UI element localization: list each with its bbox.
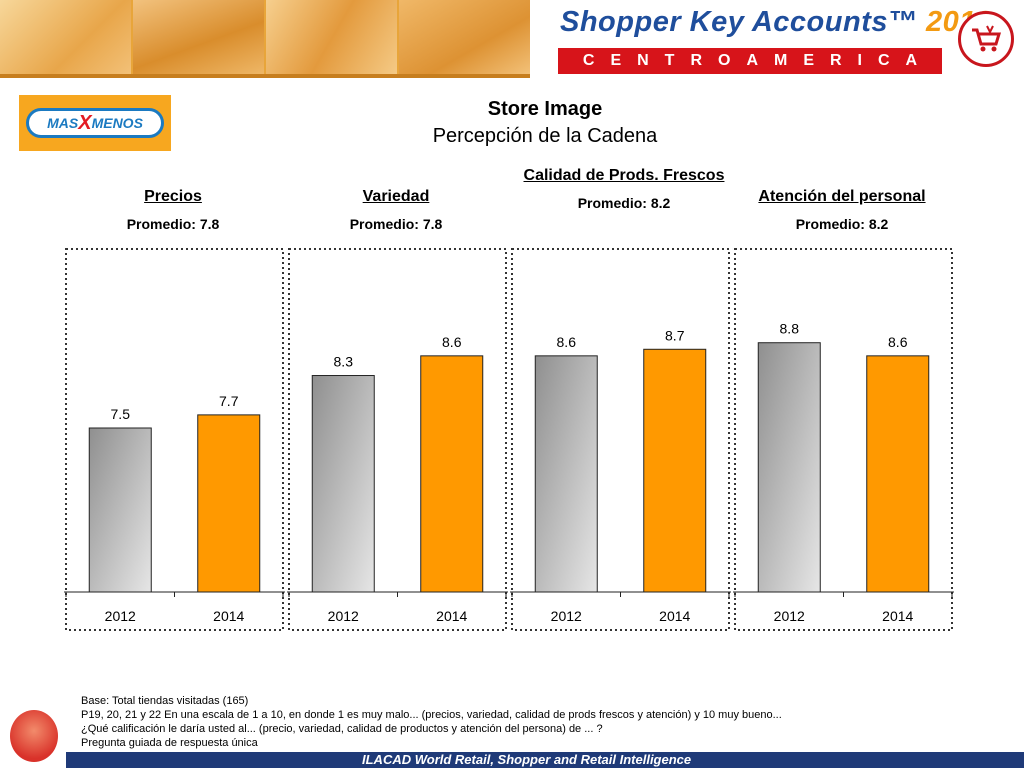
- bar-2012: [311, 375, 375, 593]
- bar-2012: [757, 342, 821, 593]
- bar-2012: [534, 355, 598, 593]
- brand-name: Shopper Key Accounts: [560, 6, 888, 38]
- shopping-cart-icon: [958, 11, 1014, 67]
- data-label: 8.6: [557, 334, 577, 350]
- x-tick-label: 2014: [659, 608, 690, 624]
- panel-heading-precios: Precios Promedio: 7.8: [61, 186, 285, 232]
- data-label: 8.7: [665, 327, 685, 343]
- bar-2012: [88, 427, 152, 593]
- panel-heading-atencion: Atención del personal Promedio: 8.2: [730, 186, 954, 232]
- panel-average: Promedio: 7.8: [126, 216, 220, 232]
- banner-photo-strip: [0, 0, 530, 78]
- panel-title: Atención del personal: [758, 188, 926, 205]
- chart-frame: [288, 248, 507, 631]
- banner-photo: [0, 0, 133, 78]
- bar-charts: 7.5 2012 7.7 2014 8.3 2012 8.6 2014 8.6 2012 8.7 20…: [64, 248, 954, 631]
- data-label: 7.7: [219, 393, 239, 409]
- panel-average: Promedio: 7.8: [349, 216, 443, 232]
- banner-photo: [266, 0, 399, 78]
- banner-photo: [399, 0, 530, 78]
- panel-average: Promedio: 8.2: [795, 216, 889, 232]
- data-label: 7.5: [111, 406, 131, 422]
- footnote-question: P19, 20, 21 y 22 En una escala de 1 a 10…: [81, 709, 782, 721]
- x-tick-label: 2012: [774, 608, 805, 624]
- barcode-logo: [10, 710, 58, 762]
- bar-2014: [420, 355, 484, 593]
- bar-2014: [197, 414, 261, 593]
- brand-tm: ™: [887, 6, 918, 38]
- footnote-type: Pregunta guiada de respuesta única: [81, 737, 258, 749]
- logo-text-x: X: [78, 111, 92, 134]
- x-tick-label: 2012: [105, 608, 136, 624]
- chart-frame: [511, 248, 730, 631]
- panel-title: Variedad: [362, 188, 430, 205]
- panel-title: Precios: [144, 188, 202, 205]
- panel-heading-variedad: Variedad Promedio: 7.8: [284, 186, 508, 232]
- brand-region: CENTROAMERICA: [558, 48, 942, 74]
- chain-logo-wordmark: MAS X MENOS: [26, 108, 164, 138]
- footnotes: Base: Total tiendas visitadas (165) P19,…: [81, 694, 782, 750]
- logo-text-menos: MENOS: [91, 115, 143, 131]
- banner-divider: [0, 74, 530, 78]
- x-tick-label: 2012: [328, 608, 359, 624]
- bar-2014: [866, 355, 930, 593]
- chain-logo: MAS X MENOS: [19, 95, 171, 151]
- footer-bar: ILACAD World Retail, Shopper and Retail …: [66, 752, 1024, 768]
- banner-photo: [133, 0, 266, 78]
- panel-title: Calidad de Prods. Frescos: [523, 167, 725, 184]
- page-subtitle: Percepción de la Cadena: [432, 125, 658, 147]
- panel-average: Promedio: 8.2: [577, 195, 671, 211]
- data-label: 8.3: [334, 354, 354, 370]
- x-tick-label: 2014: [213, 608, 244, 624]
- x-tick-label: 2012: [551, 608, 582, 624]
- chart-frame: [65, 248, 284, 631]
- panel-heading-calidad: Calidad de Prods. Frescos Promedio: 8.2: [519, 165, 729, 211]
- data-label: 8.8: [780, 321, 800, 337]
- x-tick-label: 2014: [436, 608, 467, 624]
- data-label: 8.6: [442, 334, 462, 350]
- bar-2014: [643, 348, 707, 593]
- data-label: 8.6: [888, 334, 908, 350]
- chart-frame: [734, 248, 953, 631]
- page-title: Store Image: [487, 98, 603, 120]
- footnote-base: Base: Total tiendas visitadas (165): [81, 695, 249, 707]
- header-banner: Shopper Key Accounts™ 2012 CENTROAMERICA: [0, 0, 1024, 78]
- footnote-question-2: ¿Qué calificación le daría usted al... (…: [81, 723, 603, 735]
- logo-text-mas: MAS: [47, 115, 79, 131]
- x-tick-label: 2014: [882, 608, 913, 624]
